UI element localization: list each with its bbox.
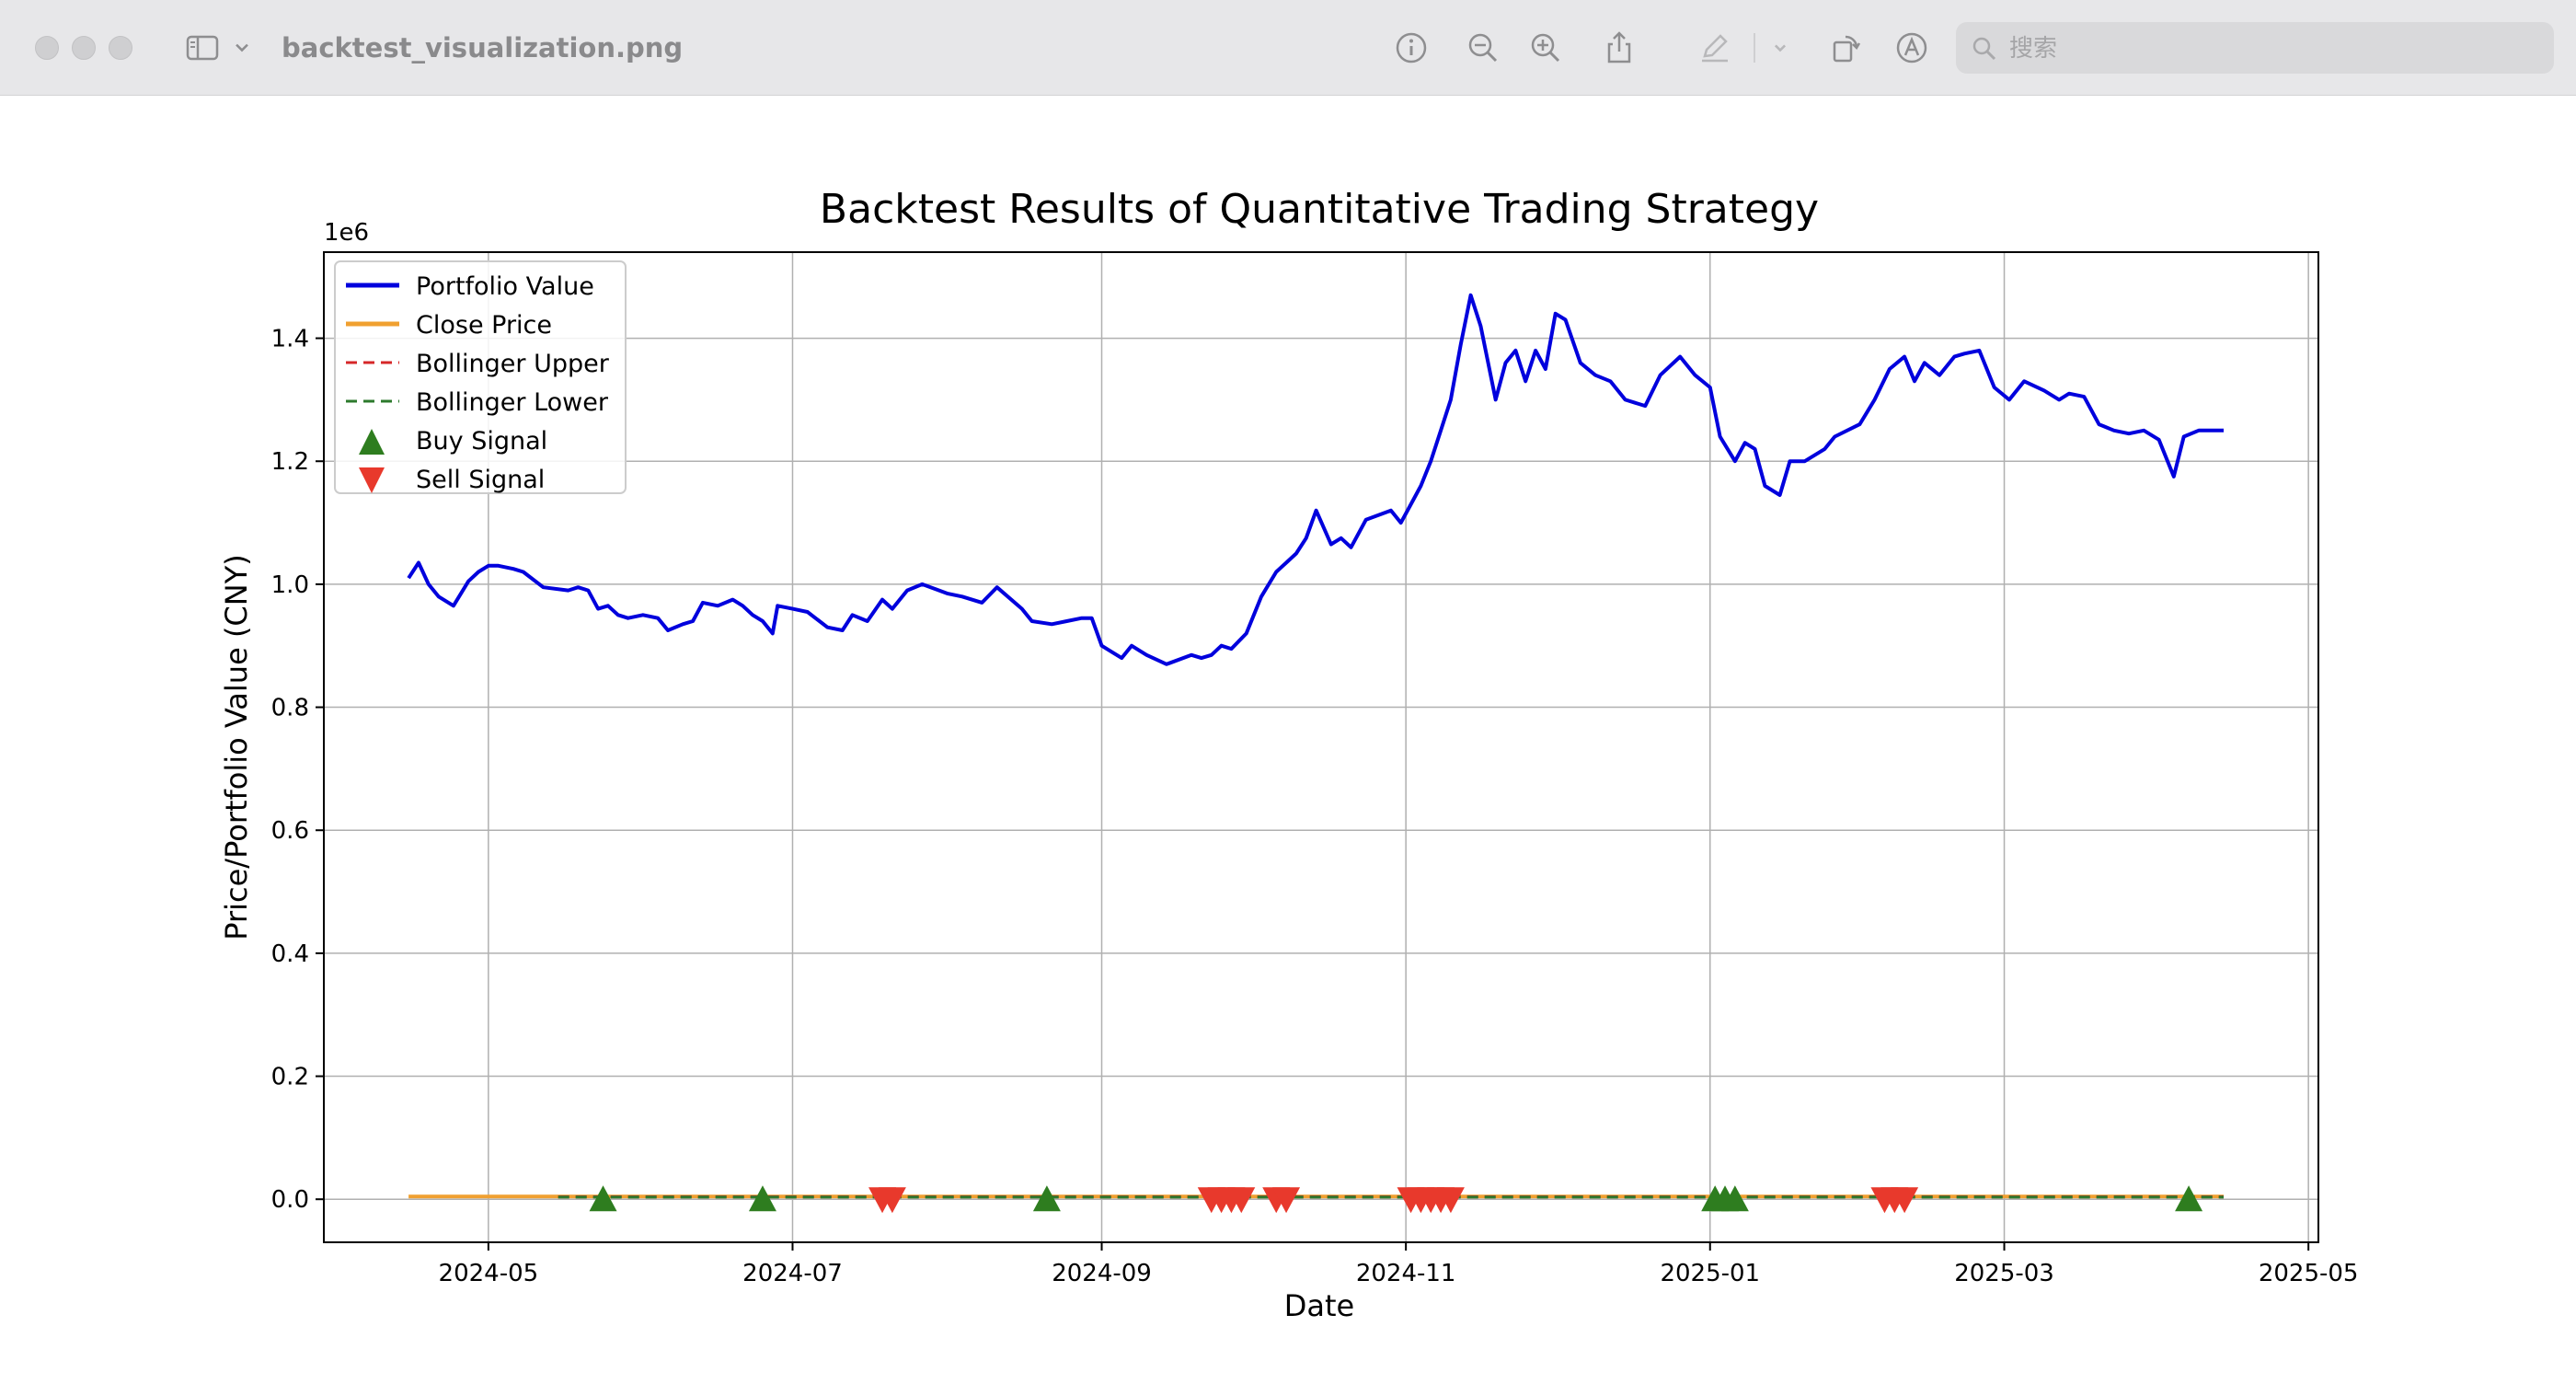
sell-signal-marker [1891, 1187, 1919, 1214]
legend-label-upper: Bollinger Upper [416, 350, 610, 378]
y-tick-label: 0.8 [271, 695, 309, 722]
legend-label-close: Close Price [416, 311, 552, 340]
axes-frame [323, 251, 2319, 1243]
x-tick-label: 2025-01 [1660, 1260, 1760, 1287]
x-tick-label: 2024-11 [1356, 1260, 1456, 1287]
chevron-down-icon[interactable] [226, 26, 258, 70]
search-field[interactable] [1956, 22, 2554, 74]
markup-pen-icon[interactable] [1693, 26, 1737, 70]
minimize-window-button[interactable] [72, 36, 96, 60]
toolbar-divider [1754, 33, 1755, 63]
legend-marker-sell [359, 467, 385, 493]
y-axis-label: Price/Portfolio Value (CNY) [219, 554, 254, 940]
sell-signal-marker [878, 1187, 906, 1214]
y-tick-label: 0.2 [271, 1064, 309, 1091]
x-tick-label: 2025-03 [1954, 1260, 2054, 1287]
y-tick-label: 0.4 [271, 940, 309, 968]
legend-marker-buy [359, 429, 385, 455]
x-axis-label: Date [1284, 1288, 1354, 1323]
buy-signal-marker [2175, 1185, 2203, 1212]
y-offset-label: 1e6 [324, 219, 369, 247]
zoom-window-button[interactable] [109, 36, 132, 60]
sell-signal-marker [1272, 1187, 1301, 1214]
sell-signal-marker [1436, 1187, 1465, 1214]
search-input[interactable] [2007, 29, 2526, 68]
chart: 0.0 0.2 0.4 0.6 0.8 1.0 1.2 1.4 2024-05 2024-07 20… [219, 186, 2359, 1323]
document-title: backtest_visualization.png [282, 32, 684, 63]
legend-label-portfolio: Portfolio Value [416, 272, 594, 301]
zoom-in-icon[interactable] [1524, 26, 1568, 70]
info-icon[interactable] [1389, 26, 1433, 70]
x-tick-label: 2024-09 [1052, 1260, 1152, 1287]
legend-label-lower: Bollinger Lower [416, 388, 609, 417]
buy-signal-marker [748, 1185, 776, 1212]
y-tick-label: 1.4 [271, 326, 309, 353]
legend-label-sell: Sell Signal [416, 466, 545, 494]
x-tick-label: 2024-07 [742, 1260, 843, 1287]
legend-box [334, 260, 627, 494]
chart-plot-area [407, 293, 2224, 1199]
search-icon [1972, 37, 1996, 61]
buy-signal-marker [1720, 1185, 1749, 1212]
x-tick-label: 2025-05 [2259, 1260, 2359, 1287]
chevron-down-icon[interactable] [1765, 26, 1796, 70]
portfolio-value-line [407, 293, 2224, 666]
zoom-out-icon[interactable] [1461, 26, 1505, 70]
y-tick-label: 0.0 [271, 1186, 309, 1214]
y-tick-label: 1.0 [271, 571, 309, 599]
chart-grid [324, 252, 2318, 1242]
legend: Portfolio Value Close Price Bollinger Up… [334, 260, 627, 494]
chart-markers [589, 1185, 2203, 1214]
buy-signal-marker [1032, 1185, 1061, 1212]
sidebar-icon[interactable] [180, 26, 224, 70]
x-tick-label: 2024-05 [439, 1260, 539, 1287]
chart-ticks: 0.0 0.2 0.4 0.6 0.8 1.0 1.2 1.4 2024-05 2024-07 20… [271, 326, 2359, 1287]
sell-signal-marker [1227, 1187, 1256, 1214]
legend-label-buy: Buy Signal [416, 427, 547, 456]
buy-signal-marker [589, 1185, 617, 1212]
markup-circle-icon[interactable] [1890, 26, 1934, 70]
rotate-icon[interactable] [1823, 26, 1868, 70]
chart-title: Backtest Results of Quantitative Trading… [820, 186, 1819, 233]
share-icon[interactable] [1597, 26, 1641, 70]
window-titlebar: backtest_visualization.png [0, 0, 2576, 96]
y-tick-label: 0.6 [271, 817, 309, 845]
y-tick-label: 1.2 [271, 448, 309, 476]
close-window-button[interactable] [35, 36, 59, 60]
